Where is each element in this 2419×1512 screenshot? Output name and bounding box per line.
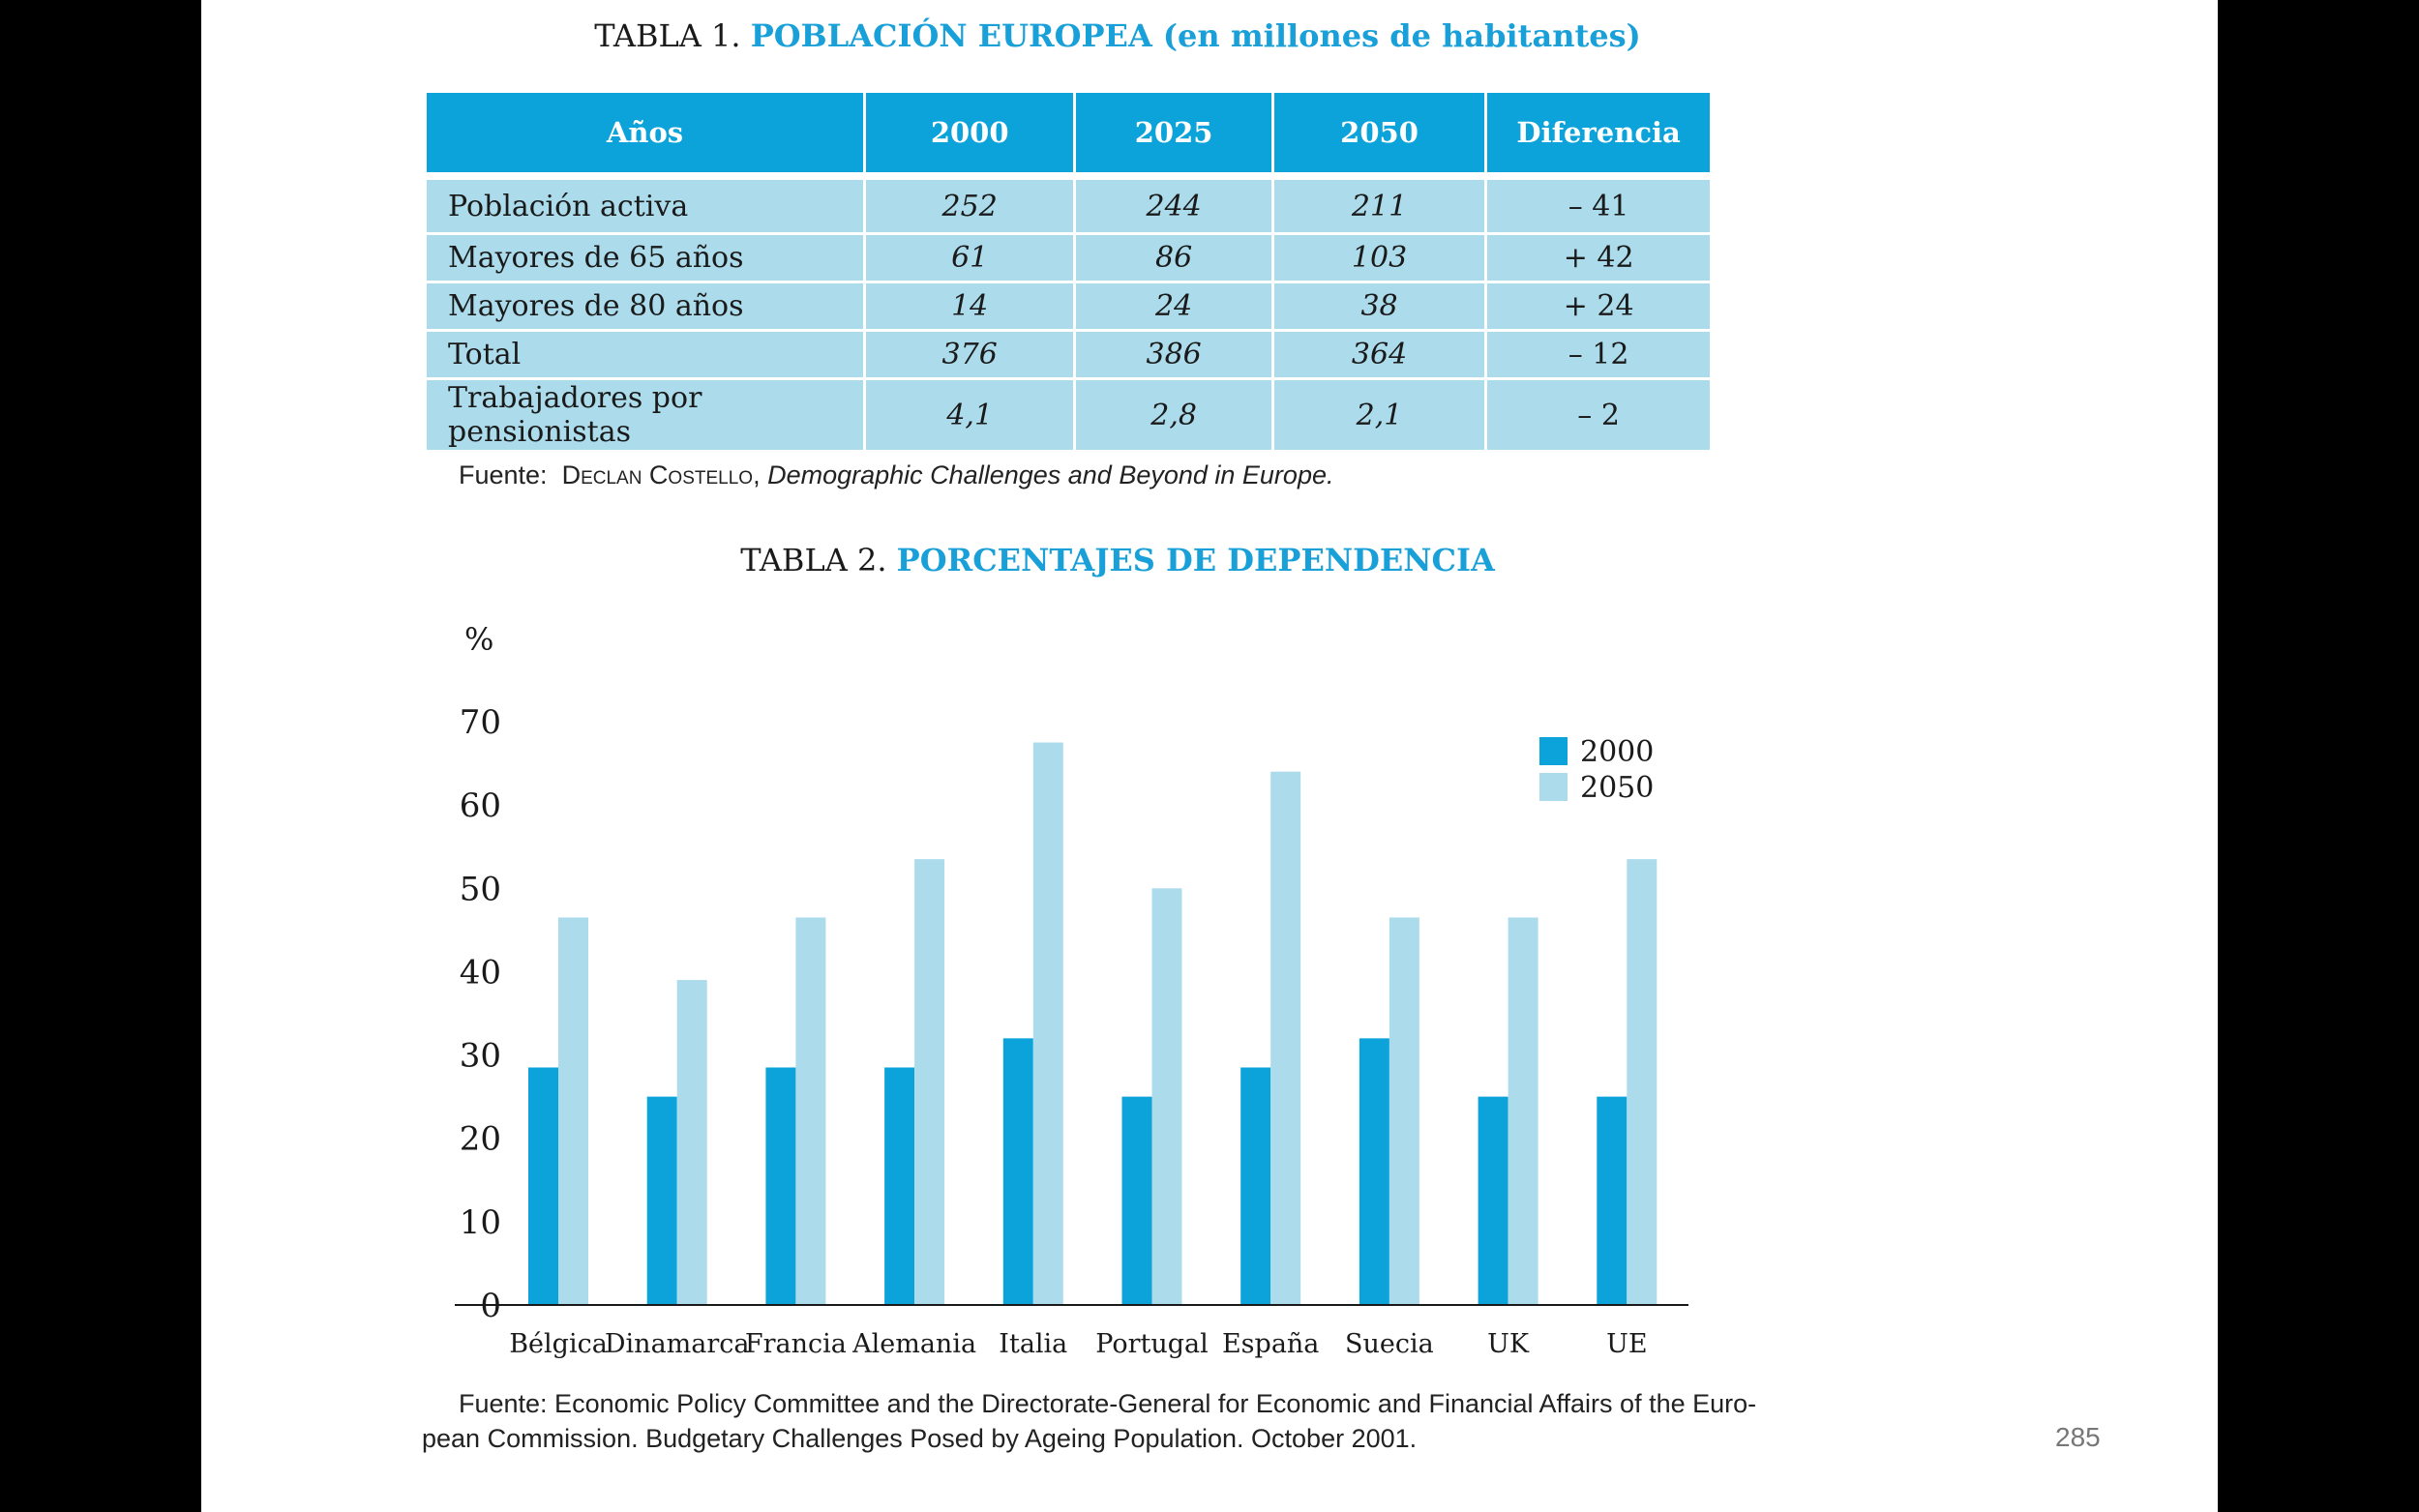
cell-value: 252 xyxy=(865,180,1074,232)
y-tick-label: 20 xyxy=(460,1120,501,1159)
slide-page: TABLA 1. POBLACIÓN EUROPEA (en millones … xyxy=(201,0,2218,1512)
x-category-label: Portugal xyxy=(1095,1329,1209,1359)
cell-difference: + 42 xyxy=(1487,235,1710,281)
bar-2000-UE xyxy=(1597,1096,1628,1305)
x-category-label: UK xyxy=(1487,1329,1530,1359)
page-number: 285 xyxy=(2055,1422,2101,1452)
cell-value: 376 xyxy=(865,332,1074,377)
table-row: Total 376 386 364 – 12 xyxy=(427,332,1710,377)
y-tick-label: 60 xyxy=(460,786,501,825)
y-tick-label: 50 xyxy=(460,870,501,908)
cell-value: 211 xyxy=(1273,180,1485,232)
row-label: Trabajadores por pensionistas xyxy=(427,380,863,450)
header-cell-2000: 2000 xyxy=(865,93,1074,172)
table1-heading: POBLACIÓN EUROPEA (en millones de habita… xyxy=(750,17,1641,54)
cell-value: 103 xyxy=(1273,235,1485,281)
table1-source: Fuente: Declan Costello, Demographic Cha… xyxy=(459,460,1334,489)
y-tick-label: 30 xyxy=(460,1037,501,1076)
bar-2000-Portugal xyxy=(1121,1096,1152,1305)
legend-swatch-2050 xyxy=(1539,773,1568,801)
source-title: Demographic Challenges and Beyond in Eur… xyxy=(767,460,1334,489)
bar-2000-Dinamarca xyxy=(646,1096,677,1305)
cell-difference: – 41 xyxy=(1487,180,1710,232)
table2-source-line1: Fuente: Economic Policy Committee and th… xyxy=(459,1389,1757,1418)
table2-heading: PORCENTAJES DE DEPENDENCIA xyxy=(896,542,1495,578)
bar-2000-España xyxy=(1240,1067,1271,1305)
cell-value: 4,1 xyxy=(865,380,1074,450)
cell-value: 2,1 xyxy=(1273,380,1485,450)
cell-value: 386 xyxy=(1076,332,1271,377)
table-row: Trabajadores por pensionistas 4,1 2,8 2,… xyxy=(427,380,1710,450)
legend-label-2050: 2050 xyxy=(1580,771,1654,805)
cell-difference: + 24 xyxy=(1487,283,1710,329)
y-axis-unit-label: % xyxy=(464,621,493,658)
bar-2000-Suecia xyxy=(1359,1038,1389,1305)
bar-2050-UE xyxy=(1627,859,1657,1305)
cell-difference: – 12 xyxy=(1487,332,1710,377)
table2-source-line2: pean Commission. Budgetary Challenges Po… xyxy=(422,1424,1418,1453)
x-category-label: España xyxy=(1222,1329,1319,1359)
table2-label: TABLA 2. xyxy=(740,542,887,578)
header-cell-diferencia: Diferencia xyxy=(1487,93,1710,172)
x-category-label: Francia xyxy=(745,1329,847,1359)
y-tick-label: 70 xyxy=(460,703,501,742)
cell-value: 38 xyxy=(1273,283,1485,329)
cell-value: 14 xyxy=(865,283,1074,329)
table-row: Mayores de 80 años 14 24 38 + 24 xyxy=(427,283,1710,329)
bar-2050-Portugal xyxy=(1151,888,1182,1305)
table2-title: TABLA 2. PORCENTAJES DE DEPENDENCIA xyxy=(109,542,2126,578)
bar-2050-Italia xyxy=(1032,742,1063,1305)
y-tick-label: 10 xyxy=(460,1203,501,1242)
x-category-label: Dinamarca xyxy=(605,1329,750,1359)
cell-value: 364 xyxy=(1273,332,1485,377)
bar-2050-Suecia xyxy=(1389,917,1419,1305)
bar-2000-UK xyxy=(1478,1096,1508,1305)
bar-2050-Alemania xyxy=(914,859,945,1305)
row-label: Mayores de 65 años xyxy=(427,235,863,281)
table-row: Mayores de 65 años 61 86 103 + 42 xyxy=(427,235,1710,281)
bar-2000-Alemania xyxy=(884,1067,915,1305)
cell-value: 244 xyxy=(1076,180,1271,232)
y-tick-label: 40 xyxy=(460,953,501,992)
bar-2050-UK xyxy=(1508,917,1538,1305)
header-cell-2050: 2050 xyxy=(1273,93,1485,172)
bar-2050-Bélgica xyxy=(558,917,588,1305)
population-table: Años 2000 2025 2050 Diferencia Población… xyxy=(424,90,1713,453)
cell-value: 86 xyxy=(1076,235,1271,281)
x-category-label: UE xyxy=(1606,1329,1647,1359)
row-label: Población activa xyxy=(427,180,863,232)
legend-swatch-2000 xyxy=(1539,737,1568,765)
source-prefix: Fuente: xyxy=(459,460,548,489)
table-row: Población activa 252 244 211 – 41 xyxy=(427,180,1710,232)
header-cell-2025: 2025 xyxy=(1076,93,1271,172)
bar-2000-Italia xyxy=(1002,1038,1033,1305)
table-header-row: Años 2000 2025 2050 Diferencia xyxy=(427,93,1710,172)
table1-title: TABLA 1. POBLACIÓN EUROPEA (en millones … xyxy=(109,17,2126,54)
row-label: Total xyxy=(427,332,863,377)
bar-2000-Francia xyxy=(765,1067,796,1305)
x-category-label: Italia xyxy=(999,1329,1067,1359)
table1-label: TABLA 1. xyxy=(594,17,741,54)
row-label: Mayores de 80 años xyxy=(427,283,863,329)
cell-value: 24 xyxy=(1076,283,1271,329)
x-category-label: Suecia xyxy=(1345,1329,1434,1359)
bar-2050-Francia xyxy=(795,917,826,1305)
cell-difference: – 2 xyxy=(1487,380,1710,450)
header-cell-anos: Años xyxy=(427,93,863,172)
x-category-label: Alemania xyxy=(851,1329,976,1359)
legend-label-2000: 2000 xyxy=(1580,735,1654,769)
bar-2050-Dinamarca xyxy=(676,980,707,1305)
bar-2050-España xyxy=(1270,771,1301,1305)
cell-value: 2,8 xyxy=(1076,380,1271,450)
bar-2000-Bélgica xyxy=(528,1067,558,1305)
x-category-label: Bélgica xyxy=(509,1329,608,1359)
cell-value: 61 xyxy=(865,235,1074,281)
source-author: Declan Costello xyxy=(561,460,754,489)
